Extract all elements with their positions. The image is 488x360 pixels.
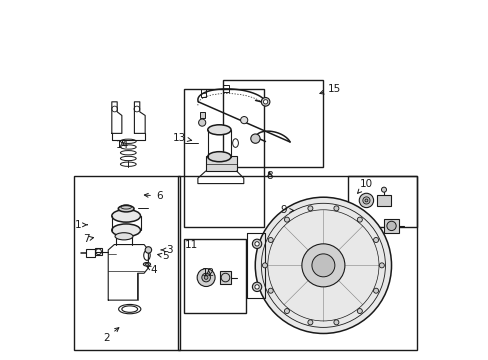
Circle shape (373, 288, 378, 293)
Bar (183, 239, 246, 313)
Circle shape (252, 282, 261, 292)
Text: 1: 1 (75, 220, 87, 230)
Text: 4: 4 (146, 265, 157, 275)
Circle shape (333, 206, 338, 211)
Circle shape (197, 269, 215, 287)
Bar (94, 248, 102, 255)
Ellipse shape (115, 233, 133, 240)
Ellipse shape (143, 262, 150, 266)
Bar (178, 176, 416, 350)
Circle shape (198, 119, 205, 126)
Ellipse shape (118, 206, 134, 212)
Circle shape (268, 238, 273, 243)
Text: 5: 5 (158, 251, 168, 261)
Circle shape (261, 98, 269, 106)
Bar (219, 271, 231, 284)
Circle shape (357, 309, 362, 314)
Text: 14: 14 (116, 140, 129, 150)
Circle shape (145, 247, 151, 253)
Bar (199, 112, 204, 118)
Text: 13: 13 (172, 133, 191, 143)
Circle shape (284, 309, 289, 314)
Text: 8: 8 (266, 171, 272, 181)
Circle shape (284, 217, 289, 222)
Circle shape (255, 197, 391, 333)
Text: 6: 6 (144, 191, 162, 201)
Bar (74, 176, 180, 350)
Circle shape (252, 239, 261, 248)
Text: 7: 7 (82, 234, 93, 244)
Circle shape (240, 117, 247, 124)
Circle shape (254, 285, 259, 289)
Text: 10: 10 (359, 179, 372, 189)
Text: 9: 9 (280, 206, 293, 216)
Bar (85, 249, 94, 257)
Bar (201, 89, 206, 96)
Circle shape (381, 187, 386, 192)
Ellipse shape (207, 152, 230, 162)
Circle shape (333, 320, 338, 325)
Circle shape (364, 199, 367, 202)
Bar (348, 176, 416, 226)
Ellipse shape (207, 125, 230, 135)
Text: 15: 15 (319, 84, 341, 94)
Text: 12: 12 (202, 267, 215, 278)
Circle shape (357, 217, 362, 222)
Bar (376, 195, 390, 206)
Bar (384, 219, 398, 233)
Circle shape (379, 263, 384, 268)
Bar (223, 80, 323, 167)
Circle shape (268, 288, 273, 293)
Circle shape (311, 254, 334, 277)
Circle shape (202, 273, 210, 282)
Ellipse shape (112, 210, 140, 222)
Bar (183, 89, 264, 226)
Circle shape (254, 242, 259, 246)
Text: 11: 11 (184, 240, 198, 250)
Circle shape (221, 273, 229, 282)
Circle shape (204, 276, 207, 279)
Circle shape (386, 221, 395, 230)
Text: 3: 3 (161, 245, 173, 255)
Circle shape (250, 134, 260, 143)
Circle shape (307, 206, 312, 211)
Circle shape (262, 263, 267, 268)
Bar (223, 85, 228, 93)
Text: 2: 2 (103, 328, 119, 343)
Circle shape (359, 193, 373, 208)
Bar (205, 156, 236, 171)
Circle shape (307, 320, 312, 325)
Circle shape (301, 244, 344, 287)
Circle shape (373, 238, 378, 243)
Circle shape (263, 100, 267, 104)
Circle shape (362, 197, 369, 204)
Ellipse shape (112, 224, 140, 237)
